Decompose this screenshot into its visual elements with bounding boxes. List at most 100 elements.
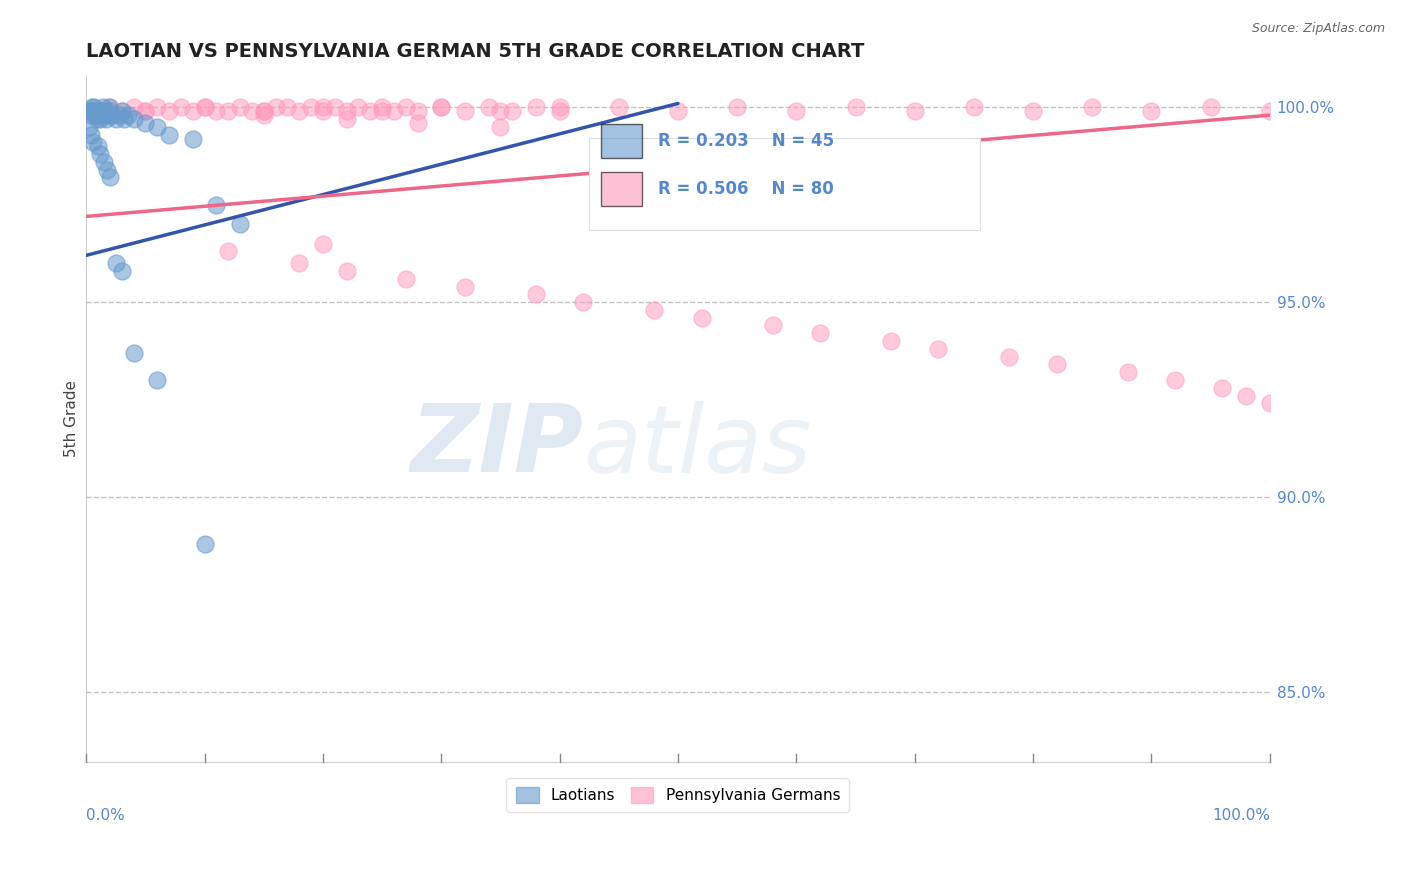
Text: 100.0%: 100.0% xyxy=(1212,808,1270,823)
Point xyxy=(382,104,405,119)
Point xyxy=(371,100,394,114)
Point xyxy=(299,100,322,114)
Point xyxy=(146,373,169,387)
Point xyxy=(312,100,335,114)
Point xyxy=(1081,100,1104,114)
Point xyxy=(524,287,547,301)
Point xyxy=(193,536,215,550)
Point xyxy=(963,100,986,114)
Point xyxy=(240,104,263,119)
Point xyxy=(253,104,276,119)
Point xyxy=(122,112,145,126)
Point xyxy=(229,100,252,114)
Text: LAOTIAN VS PENNSYLVANIA GERMAN 5TH GRADE CORRELATION CHART: LAOTIAN VS PENNSYLVANIA GERMAN 5TH GRADE… xyxy=(86,42,865,61)
Point xyxy=(844,100,866,114)
Point xyxy=(808,326,831,341)
Point xyxy=(98,100,121,114)
Point xyxy=(1164,373,1187,387)
Point xyxy=(104,112,127,126)
Point xyxy=(122,345,145,359)
Point xyxy=(478,100,501,114)
Point xyxy=(1022,104,1045,119)
Point xyxy=(157,128,180,142)
FancyBboxPatch shape xyxy=(600,124,643,159)
Point xyxy=(79,108,101,122)
Point xyxy=(1234,388,1257,402)
Point xyxy=(335,264,357,278)
Point xyxy=(1211,381,1233,395)
Point xyxy=(93,154,115,169)
FancyBboxPatch shape xyxy=(600,172,643,206)
Point xyxy=(89,112,111,126)
Point xyxy=(96,108,118,122)
Point xyxy=(84,108,107,122)
Point xyxy=(288,256,311,270)
Point xyxy=(785,104,807,119)
Point xyxy=(489,120,512,134)
Text: R = 0.203    N = 45: R = 0.203 N = 45 xyxy=(658,132,834,151)
Point xyxy=(264,100,287,114)
Point xyxy=(98,170,121,185)
Point xyxy=(880,334,903,348)
Point xyxy=(112,112,135,126)
Point xyxy=(335,104,357,119)
Point xyxy=(181,131,204,145)
Point xyxy=(217,104,239,119)
Point xyxy=(89,147,111,161)
Point xyxy=(229,217,252,231)
Point xyxy=(80,128,103,142)
Point xyxy=(1258,104,1281,119)
Point xyxy=(96,162,118,177)
Point xyxy=(75,104,97,119)
Point xyxy=(1046,358,1069,372)
Point xyxy=(690,310,713,325)
Point xyxy=(111,264,134,278)
Point xyxy=(97,100,120,114)
Point xyxy=(80,104,103,119)
Point xyxy=(762,318,785,333)
Point xyxy=(87,139,110,153)
Text: 0.0%: 0.0% xyxy=(86,808,125,823)
Point xyxy=(122,100,145,114)
Point xyxy=(489,104,512,119)
Point xyxy=(77,104,100,119)
Point xyxy=(93,108,115,122)
Point xyxy=(87,104,110,119)
Point xyxy=(312,236,335,251)
Point xyxy=(146,120,169,134)
Point xyxy=(524,100,547,114)
Point xyxy=(90,104,112,119)
Point xyxy=(205,198,228,212)
Y-axis label: 5th Grade: 5th Grade xyxy=(65,380,79,458)
Point xyxy=(111,104,134,119)
Point xyxy=(83,100,105,114)
Point xyxy=(1140,104,1163,119)
Point xyxy=(1199,100,1222,114)
Point xyxy=(170,100,193,114)
Point xyxy=(335,112,357,126)
Point xyxy=(134,104,156,119)
Point xyxy=(501,104,523,119)
Point xyxy=(548,100,571,114)
Point xyxy=(371,104,394,119)
Point xyxy=(312,104,335,119)
Point xyxy=(193,100,215,114)
Point xyxy=(157,104,180,119)
Point xyxy=(77,120,100,134)
Point xyxy=(666,104,689,119)
Point xyxy=(572,295,595,310)
Point xyxy=(359,104,381,119)
Point xyxy=(91,100,114,114)
Point xyxy=(395,100,418,114)
Point xyxy=(87,104,110,119)
Point xyxy=(253,104,276,119)
Point xyxy=(253,108,276,122)
Point xyxy=(117,108,139,122)
Point xyxy=(288,104,311,119)
Point xyxy=(406,104,429,119)
Point xyxy=(82,136,104,150)
Point xyxy=(98,104,121,119)
Point xyxy=(134,116,156,130)
Point xyxy=(725,100,748,114)
Legend: Laotians, Pennsylvania Germans: Laotians, Pennsylvania Germans xyxy=(506,778,849,813)
